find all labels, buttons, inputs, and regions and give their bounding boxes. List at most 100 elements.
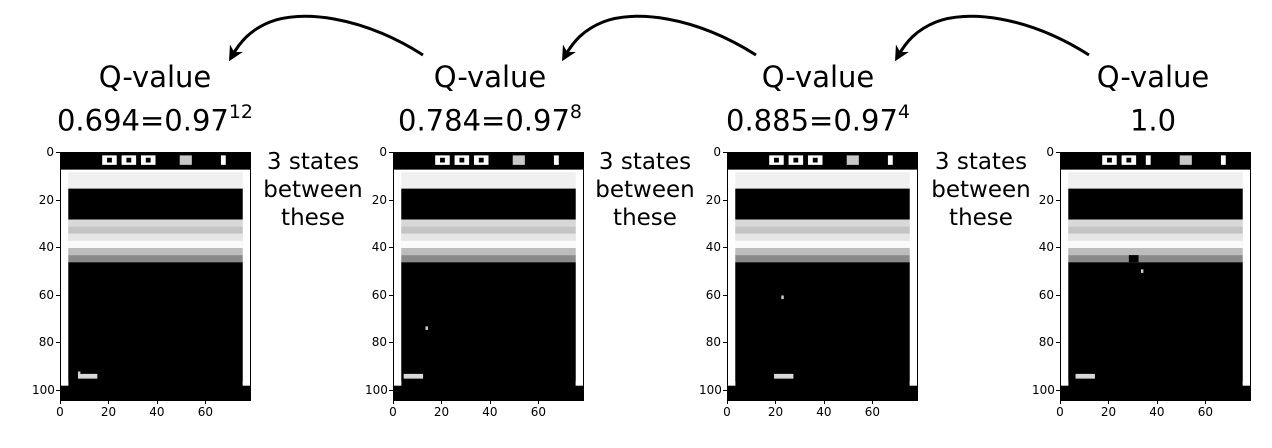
- y-tick-label: 60: [371, 287, 387, 302]
- y-tick-label: 0: [46, 145, 54, 159]
- score-bar-line: [394, 169, 583, 172]
- y-tick-mark: [389, 199, 393, 201]
- gap-text-3: 3 states between these: [926, 148, 1036, 232]
- q-value-title: Q-value: [433, 60, 547, 94]
- gap-text-line: between: [263, 177, 363, 203]
- q-value-label-3: Q-value 0.885=0.974: [703, 59, 933, 140]
- x-tick-mark: [60, 400, 61, 404]
- arrow-frame4-to-frame3: [895, 14, 1090, 62]
- x-tick-label: 0: [723, 405, 731, 419]
- gap-text-1: 3 states between these: [258, 148, 368, 232]
- y-tick-mark: [56, 247, 60, 248]
- bottom-gutter: [61, 385, 250, 400]
- y-tick-mark: [723, 389, 727, 391]
- paddle: [1075, 373, 1095, 379]
- brick-row: [1068, 255, 1243, 263]
- y-tick-label: 40: [38, 240, 54, 254]
- y-tick-label: 20: [38, 192, 54, 207]
- x-tick-mark: [1205, 400, 1207, 404]
- x-tick-label: 20: [767, 405, 784, 419]
- gap-text-line: these: [613, 205, 677, 231]
- paddle: [403, 373, 424, 379]
- brick-row: [735, 226, 910, 234]
- play-area: [401, 262, 576, 400]
- gap-text-line: 3 states: [934, 149, 1028, 175]
- gap-text-2: 3 states between these: [590, 148, 700, 232]
- level-digit: [887, 155, 893, 165]
- lives-digit: [179, 155, 192, 165]
- y-tick-label: 0: [1046, 145, 1054, 159]
- broken-brick: [1128, 255, 1139, 263]
- score-digit: [1145, 155, 1151, 165]
- brick-row: [735, 248, 910, 256]
- x-tick-mark: [538, 400, 540, 404]
- brick-row: [401, 240, 576, 248]
- brick-row: [401, 248, 576, 256]
- y-tick-mark: [1056, 247, 1060, 248]
- level-digit: [220, 155, 226, 165]
- y-tick-label: 80: [1038, 335, 1054, 349]
- brick-row: [68, 255, 243, 263]
- ball: [425, 326, 428, 330]
- brick-row: [735, 219, 910, 227]
- y-tick-label: 20: [371, 192, 387, 207]
- y-tick-mark: [389, 152, 393, 153]
- arrow-frame2-to-frame1: [229, 14, 424, 62]
- paddle: [774, 373, 794, 379]
- q-value-number: 0.694=0.9712: [56, 101, 254, 138]
- x-tick-mark: [727, 400, 728, 404]
- brick-row-dark: [401, 188, 576, 220]
- y-tick-label: 40: [371, 240, 387, 254]
- left-wall-base: [394, 381, 402, 386]
- right-wall-base: [575, 381, 583, 386]
- paddle: [77, 373, 98, 379]
- brick-row: [401, 233, 576, 241]
- brick-row: [68, 226, 243, 234]
- bottom-gutter: [1061, 385, 1250, 400]
- x-tick-label: 60: [864, 405, 881, 419]
- brick-row-dark: [735, 188, 910, 220]
- arrow-frame3-to-frame2: [562, 14, 757, 62]
- x-tick-mark: [1108, 400, 1110, 404]
- score-digit-hole: [126, 157, 132, 163]
- gap-text-line: between: [931, 177, 1031, 203]
- y-tick-mark: [723, 294, 727, 296]
- x-tick-label: 20: [1100, 405, 1117, 419]
- brick-row: [1068, 226, 1243, 234]
- y-tick-mark: [723, 152, 727, 153]
- ball: [781, 295, 784, 300]
- brick-row: [735, 233, 910, 241]
- level-digit: [553, 155, 559, 165]
- x-tick-label: 0: [1056, 405, 1064, 419]
- brick-row-dark: [1068, 188, 1243, 220]
- x-tick-label: 0: [56, 405, 64, 419]
- score-digit-hole: [1107, 157, 1112, 163]
- x-tick-label: 60: [1197, 405, 1214, 419]
- brick-row: [401, 226, 576, 234]
- y-tick-label: 40: [1038, 240, 1054, 254]
- level-digit: [1220, 155, 1226, 165]
- score-digit-hole: [478, 157, 484, 163]
- q-value-label-2: Q-value 0.784=0.978: [375, 59, 605, 140]
- brick-row: [68, 219, 243, 227]
- gap-text-line: these: [281, 205, 345, 231]
- gap-text-line: these: [949, 205, 1013, 231]
- y-tick-label: 40: [705, 240, 721, 254]
- q-value-title: Q-value: [761, 60, 875, 94]
- y-tick-mark: [1056, 342, 1060, 343]
- play-area: [735, 262, 910, 400]
- x-tick-mark: [205, 400, 207, 404]
- score-digit-hole: [145, 157, 151, 163]
- x-tick-label: 40: [149, 405, 165, 419]
- y-tick-mark: [56, 152, 60, 153]
- q-value-number: 0.885=0.974: [726, 101, 910, 138]
- y-tick-label: 60: [1038, 287, 1054, 302]
- y-tick-mark: [1056, 199, 1060, 201]
- score-bar-line: [61, 169, 250, 172]
- lives-digit: [846, 155, 859, 165]
- y-tick-mark: [389, 294, 393, 296]
- y-tick-mark: [389, 389, 393, 391]
- y-tick-label: 60: [705, 287, 721, 302]
- brick-row: [735, 255, 910, 263]
- x-tick-mark: [1060, 400, 1061, 404]
